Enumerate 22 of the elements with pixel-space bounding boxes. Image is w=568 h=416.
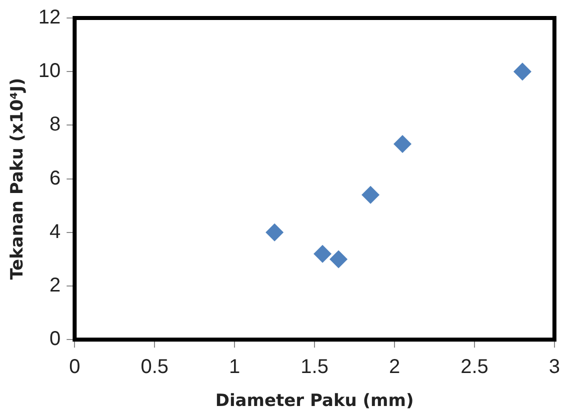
point bbox=[330, 250, 348, 268]
x-tick-label: 3 bbox=[548, 356, 560, 378]
y-axis-title: Tekanan Paku (x10⁴J) bbox=[8, 78, 28, 280]
y-tick-label: 2 bbox=[50, 274, 61, 297]
y-tick-label: 4 bbox=[50, 220, 61, 243]
point bbox=[314, 244, 332, 263]
y-tick-label: 12 bbox=[38, 6, 61, 29]
point bbox=[513, 62, 532, 81]
x-tick-label: 2.5 bbox=[460, 356, 488, 378]
x-tick-label: 1 bbox=[229, 356, 240, 378]
x-axis-title: Diameter Paku (mm) bbox=[215, 391, 414, 412]
y-tick-label: 10 bbox=[38, 60, 61, 82]
y-tick-label: 6 bbox=[50, 167, 61, 190]
x-tick-label: 0.5 bbox=[140, 356, 169, 378]
y-tick-label: 0 bbox=[50, 328, 61, 350]
point bbox=[362, 186, 380, 204]
x-tick-label: 0 bbox=[69, 356, 80, 378]
y-tick-label: 8 bbox=[50, 114, 61, 136]
x-tick-label: 2 bbox=[388, 356, 400, 378]
point bbox=[266, 223, 284, 242]
point bbox=[394, 134, 412, 153]
x-tick-label: 1.5 bbox=[300, 356, 328, 378]
